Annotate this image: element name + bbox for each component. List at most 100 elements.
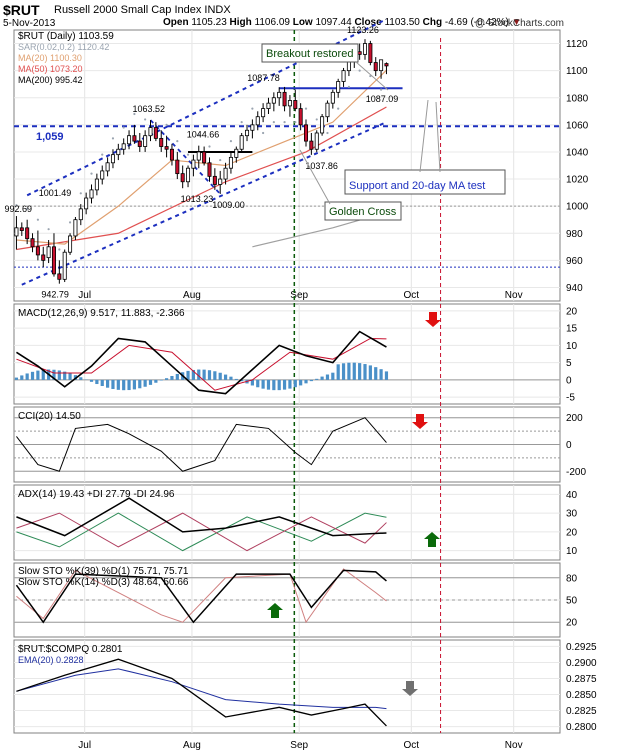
macd-hist-bar [363, 364, 367, 380]
y-tick: 40 [566, 490, 578, 501]
macd-hist-bar [116, 379, 120, 390]
macd-hist-bar [57, 370, 61, 380]
label-1059: 1,059 [36, 131, 64, 143]
macd-hist-bar [127, 379, 131, 391]
label-1037: 1037.86 [305, 161, 338, 171]
sar-dot [101, 153, 104, 156]
macd-hist-bar [138, 379, 142, 389]
channel-upper-line [26, 18, 387, 197]
macd-hist-bar [379, 369, 383, 380]
candle-body [127, 135, 132, 145]
sar-dot [219, 158, 222, 162]
macd-down-arrow [425, 312, 441, 327]
macd-hist-bar [352, 362, 356, 380]
candle-body [46, 246, 51, 259]
legend-ma20: MA(20) 1100.30 [18, 53, 82, 63]
macd-hist-bar [100, 379, 104, 387]
adx-up-arrow [424, 532, 440, 547]
macd-hist-bar [207, 370, 212, 380]
support-box [344, 169, 506, 195]
legend-sto39: Slow STO %K(39) %D(1) 75.71, 75.71 [18, 566, 189, 577]
macd-hist-bar [175, 373, 179, 380]
month-label-bottom-sep: Sep [290, 740, 308, 750]
sto-up-arrow [267, 603, 283, 618]
macd-hist-bar [293, 379, 297, 388]
high-value: 1106.09 [254, 17, 290, 28]
candle-body [368, 43, 373, 63]
macd-hist-bar [213, 371, 217, 380]
legend-ma200: MA(200) 995.42 [18, 75, 83, 85]
macd-hist-bar [79, 377, 83, 380]
candle-body [94, 178, 99, 191]
macd-hist-bar [336, 364, 340, 380]
macd-hist-bar [197, 369, 201, 380]
macd-hist-bar [148, 379, 153, 385]
legend-adx: ADX(14) 19.43 +DI 27.79 -DI 24.96 [18, 489, 175, 500]
candle-body [110, 154, 115, 164]
candle-body [282, 91, 287, 107]
sar-dot [347, 85, 351, 89]
macd-hist-bar [132, 379, 137, 390]
candle-body [228, 156, 233, 169]
macd-hist-bar [25, 373, 29, 380]
candle-body [68, 235, 73, 253]
candle-body [261, 108, 266, 118]
candle-body [207, 162, 212, 177]
legend-ma50: MA(50) 1073.20 [18, 64, 83, 74]
candle-body [293, 100, 298, 109]
y-tick: 80 [566, 573, 578, 584]
macd-hist-bar [250, 379, 254, 386]
label-1044: 1044.66 [187, 130, 220, 140]
candle-body [266, 102, 271, 109]
macd-hist-bar [272, 379, 276, 391]
candle-body [196, 151, 201, 161]
golden-pointer [299, 149, 331, 205]
month-label-aug: Aug [183, 290, 201, 301]
candle-body [373, 62, 378, 72]
candle-body [325, 102, 330, 118]
macd-hist-bar [154, 379, 158, 383]
candle-body [309, 140, 314, 150]
legend-ema: EMA(20) 0.2828 [18, 655, 84, 665]
label-1087: 1087.78 [247, 73, 280, 83]
candle-body [255, 116, 260, 126]
label-1009: 1009.00 [212, 200, 245, 210]
month-label-bottom-aug: Aug [183, 740, 201, 750]
ohlc-stats: Open 1105.23 High 1106.09 Low 1097.44 Cl… [163, 17, 522, 28]
y-tick: 0.2825 [566, 706, 597, 717]
y-tick: 10 [566, 341, 578, 352]
sar-dot [272, 121, 275, 124]
macd-hist-bar [282, 379, 287, 390]
y-tick: 10 [566, 546, 578, 557]
candle-body [62, 251, 67, 280]
ratio-line [16, 658, 387, 727]
sar-dot [229, 140, 233, 143]
support-pointer-1 [419, 99, 429, 173]
y-tick: 200 [566, 413, 583, 424]
y-tick: -200 [566, 467, 586, 478]
close-value: 1103.50 [384, 17, 420, 28]
candle-body [379, 59, 384, 72]
y-tick: 980 [566, 229, 583, 240]
sar-dot [379, 88, 383, 91]
candle-body [73, 219, 78, 237]
macd-hist-bar [111, 379, 115, 389]
legend-cci: CCI(20) 14.50 [18, 411, 81, 422]
label-1087b: 1087.09 [366, 94, 399, 104]
candle-body [298, 108, 303, 126]
y-tick: 1060 [566, 120, 589, 131]
candle-body [153, 127, 158, 139]
sar-dot [283, 121, 286, 124]
candle-body [14, 227, 19, 237]
legend-macd: MACD(12,26,9) 9.517, 11.883, -2.366 [18, 308, 185, 319]
cci-line [16, 417, 387, 472]
minus-di-line [16, 512, 387, 552]
candle-body [287, 100, 292, 107]
candle-body [132, 135, 137, 142]
label-942: 942.79 [41, 290, 69, 300]
down-triangle-icon: ▼ [511, 17, 522, 28]
sar-dot [208, 145, 211, 148]
candle-body [51, 246, 56, 275]
macd-hist-bar [143, 379, 147, 387]
legend-ratio: $RUT:$COMPQ 0.2801 [18, 644, 123, 655]
